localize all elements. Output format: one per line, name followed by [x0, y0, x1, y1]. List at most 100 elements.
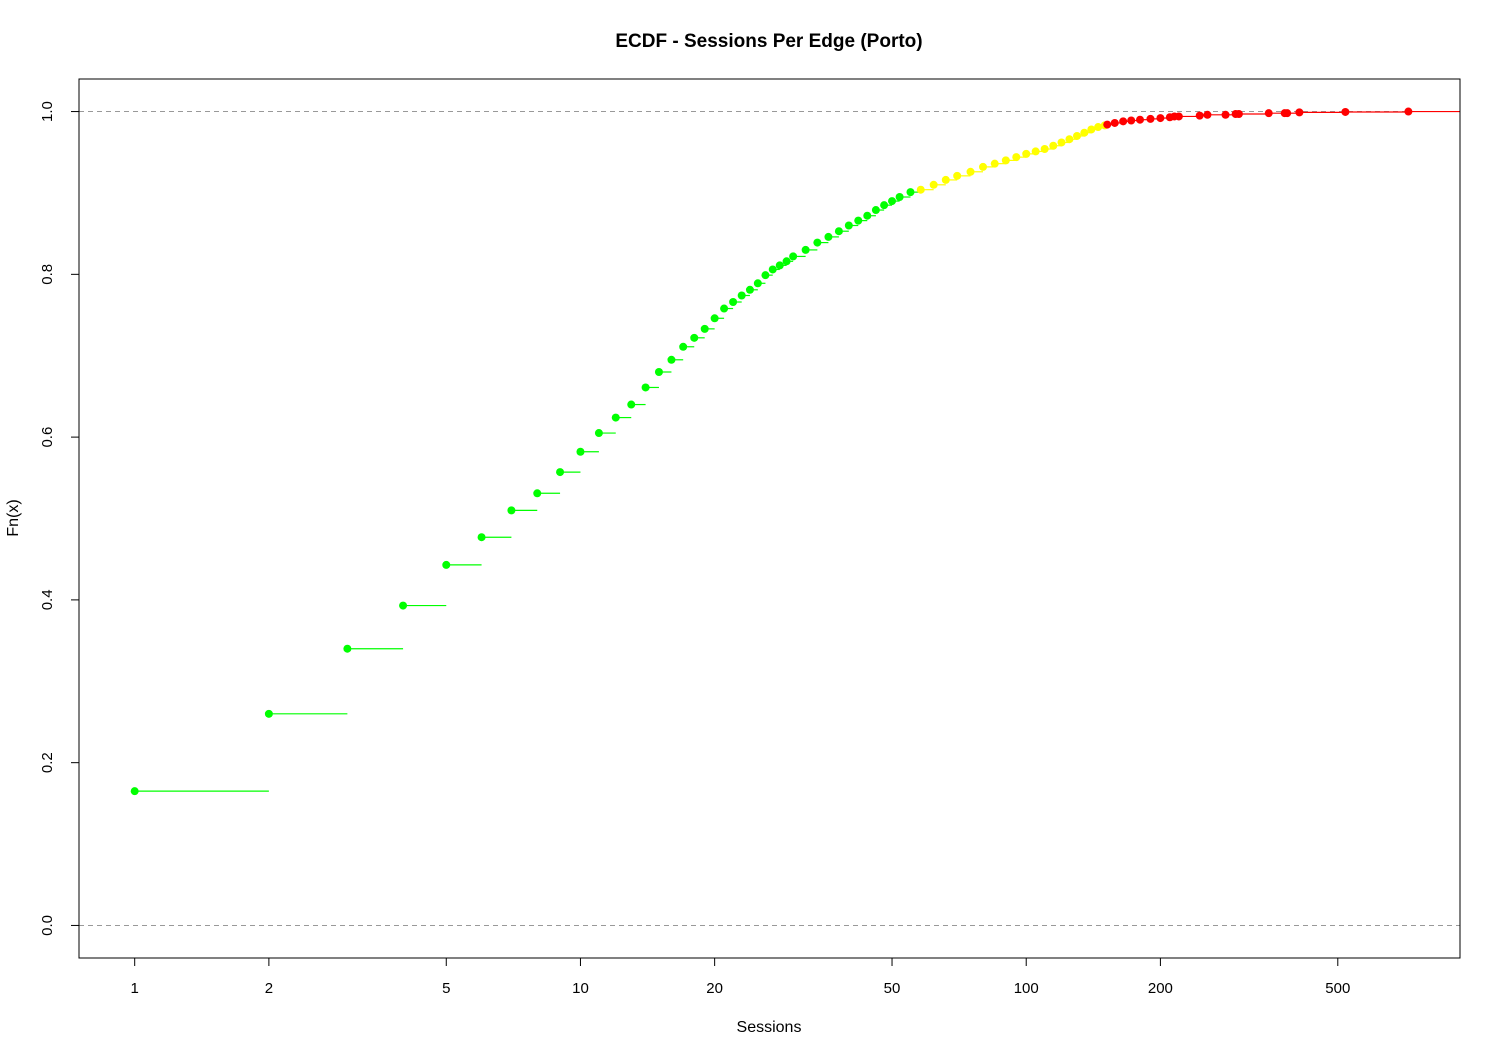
ecdf-point	[1195, 111, 1204, 120]
ecdf-point	[1203, 110, 1212, 119]
ecdf-point	[888, 197, 897, 206]
ecdf-point	[1295, 108, 1304, 117]
ecdf-point	[1264, 109, 1273, 118]
ecdf-point	[556, 468, 565, 477]
x-axis-label: Sessions	[737, 1019, 802, 1036]
ecdf-point	[775, 261, 784, 270]
x-tick-label: 500	[1325, 980, 1350, 997]
ecdf-point	[1001, 156, 1010, 165]
ecdf-point	[1022, 149, 1031, 158]
ecdf-point	[1012, 153, 1021, 162]
x-tick-label: 1	[131, 980, 139, 997]
reference-lines	[79, 111, 1460, 926]
ecdf-point	[953, 171, 962, 180]
ecdf-point	[854, 216, 863, 225]
ecdf-point	[442, 560, 451, 569]
ecdf-point	[710, 314, 719, 323]
ecdf-point	[1094, 123, 1103, 132]
ecdf-point	[1080, 128, 1089, 137]
ecdf-point	[990, 159, 999, 168]
ecdf-point	[399, 601, 408, 610]
ecdf-point	[745, 285, 754, 294]
ecdf-point	[507, 506, 516, 515]
ecdf-point	[1283, 109, 1292, 118]
ecdf-point	[979, 162, 988, 171]
ecdf-point	[654, 368, 663, 376]
x-tick-label: 5	[442, 980, 450, 997]
ecdf-point	[1234, 109, 1243, 118]
ecdf-point	[627, 400, 636, 409]
ecdf-point	[576, 447, 585, 456]
x-tick-label: 100	[1014, 980, 1039, 997]
ecdf-point	[1040, 144, 1049, 153]
ecdf-point	[834, 227, 843, 236]
ecdf-point	[895, 193, 904, 202]
ecdf-point	[1057, 138, 1066, 147]
y-axis: 0.0 0.2 0.4 0.6 0.8 1.0	[39, 101, 80, 936]
ecdf-point	[533, 489, 542, 498]
ecdf-point	[1156, 114, 1165, 123]
ecdf-point	[1136, 115, 1145, 124]
ecdf-point	[813, 238, 822, 247]
ecdf-point	[1087, 125, 1096, 134]
ecdf-point	[916, 185, 925, 194]
ecdf-point	[1146, 114, 1155, 123]
ecdf-point	[477, 533, 486, 542]
ecdf-point	[700, 324, 709, 333]
ecdf-point	[1110, 118, 1119, 127]
plot-frame	[78, 78, 1461, 959]
ecdf-point	[343, 644, 352, 653]
ecdf-point	[929, 180, 938, 189]
ecdf-point	[611, 413, 620, 422]
y-tick-label: 1.0	[39, 101, 56, 122]
ecdf-point	[264, 709, 273, 718]
x-tick-label: 2	[265, 980, 273, 997]
ecdf-point	[871, 206, 880, 215]
ecdf-point	[667, 355, 676, 364]
y-tick-label: 0.6	[39, 427, 56, 448]
ecdf-point	[801, 245, 810, 254]
ecdf-point	[594, 429, 603, 438]
ecdf-point	[130, 787, 139, 796]
ecdf-point	[737, 291, 746, 300]
ecdf-point	[690, 333, 699, 342]
ecdf-point	[1127, 116, 1136, 125]
x-tick-label: 20	[706, 980, 723, 997]
ecdf-point	[1049, 141, 1058, 150]
ecdf-point	[863, 211, 872, 220]
ecdf-point	[1031, 147, 1040, 156]
y-tick-label: 0.2	[39, 752, 56, 773]
ecdf-point	[844, 221, 853, 230]
ecdf-point	[1404, 107, 1413, 116]
x-tick-label: 50	[884, 980, 901, 997]
chart-title: ECDF - Sessions Per Edge (Porto)	[615, 31, 922, 52]
ecdf-point	[906, 188, 915, 197]
ecdf-point	[1341, 107, 1350, 116]
ecdf-point	[641, 383, 650, 392]
ecdf-point	[729, 298, 738, 307]
ecdf-steps	[134, 110, 1460, 792]
ecdf-point	[782, 257, 791, 266]
ecdf-point	[880, 201, 889, 210]
y-tick-label: 0.0	[39, 915, 56, 936]
y-tick-label: 0.8	[39, 264, 56, 285]
ecdf-points	[130, 107, 1413, 796]
ecdf-point	[966, 167, 975, 176]
ecdf-point	[1221, 110, 1230, 119]
y-tick-label: 0.4	[39, 589, 56, 610]
ecdf-point	[679, 342, 688, 351]
ecdf-point	[753, 279, 762, 288]
ecdf-point	[789, 252, 798, 261]
ecdf-point	[1065, 135, 1074, 144]
x-tick-label: 10	[572, 980, 589, 997]
y-axis-label: Fn(x)	[5, 499, 22, 536]
x-axis: 1 2 5 10 20 50 100 200 500	[131, 957, 1350, 997]
ecdf-point	[1073, 131, 1082, 140]
ecdf-point	[768, 265, 777, 274]
ecdf-point	[720, 304, 729, 313]
ecdf-point	[761, 271, 770, 280]
ecdf-point	[1119, 117, 1128, 126]
ecdf-point	[1174, 112, 1183, 121]
x-tick-label: 200	[1148, 980, 1173, 997]
